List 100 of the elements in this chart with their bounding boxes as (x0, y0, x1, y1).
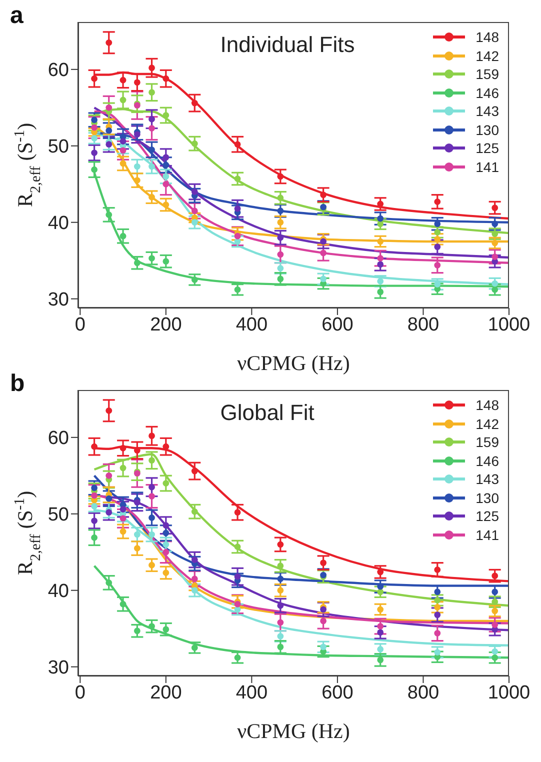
point (234, 544, 241, 550)
point (191, 208, 198, 214)
point (434, 588, 441, 596)
point (162, 480, 170, 486)
point (148, 484, 155, 490)
point (377, 255, 384, 262)
point (377, 623, 384, 630)
point (120, 138, 126, 144)
point (277, 234, 284, 241)
point (377, 288, 384, 296)
chart-title: Global Fit (220, 400, 314, 426)
point (320, 606, 327, 613)
point (134, 131, 140, 138)
point (492, 204, 498, 212)
x-tick-label: 200 (150, 314, 182, 336)
point (162, 75, 170, 82)
point (134, 499, 140, 506)
line-series (93, 453, 509, 607)
legend-label: 148 (476, 397, 499, 414)
point (377, 629, 384, 636)
point (162, 154, 170, 161)
point (277, 576, 284, 582)
legend-label: 141 (476, 526, 499, 543)
point (91, 503, 98, 510)
point (277, 619, 284, 626)
point (191, 468, 198, 474)
point (377, 646, 384, 652)
point (106, 407, 112, 414)
point (91, 534, 98, 541)
point (148, 64, 155, 72)
y-tick-label: 40 (48, 581, 69, 602)
point (134, 545, 140, 552)
point (434, 566, 441, 573)
point (320, 250, 327, 256)
point (91, 124, 98, 131)
point (234, 205, 241, 212)
point (148, 146, 155, 153)
point (320, 560, 327, 566)
point (277, 276, 284, 282)
point (277, 562, 284, 570)
point (377, 200, 384, 208)
point (106, 212, 112, 218)
point (377, 588, 384, 596)
point (134, 531, 140, 538)
point (106, 141, 112, 148)
point (277, 265, 284, 272)
point (234, 238, 241, 245)
point (191, 188, 198, 195)
point (377, 568, 384, 576)
point (191, 576, 198, 582)
legend-label: 125 (476, 140, 499, 156)
chart-title: Individual Fits (220, 32, 355, 58)
point (234, 176, 241, 182)
point (91, 518, 98, 524)
point (377, 238, 384, 245)
point (162, 173, 170, 180)
point (148, 562, 155, 568)
point (120, 506, 126, 512)
legend-label: 148 (476, 29, 499, 46)
point (106, 39, 112, 46)
point (134, 163, 140, 170)
y-tick-label: 50 (48, 504, 69, 526)
point (148, 457, 155, 464)
point (434, 597, 441, 604)
point (148, 531, 155, 538)
point (234, 141, 241, 148)
x-tick-label: 400 (236, 682, 268, 704)
legend-label: 143 (476, 471, 499, 488)
point (234, 606, 241, 613)
point (320, 238, 327, 245)
point (106, 509, 112, 516)
legend-label: 125 (476, 508, 499, 524)
point (434, 229, 441, 236)
point (377, 606, 384, 613)
point (120, 76, 126, 84)
point (191, 508, 198, 515)
y-tick-label: 30 (48, 290, 69, 311)
point (320, 644, 327, 650)
point (492, 654, 498, 661)
y-tick-label: 50 (48, 136, 69, 158)
legend-label: 142 (476, 416, 499, 432)
point (492, 280, 498, 287)
point (120, 444, 126, 452)
legend-label: 142 (476, 48, 499, 64)
x-tick-label: 200 (150, 682, 182, 704)
point (277, 208, 284, 214)
point (492, 648, 498, 655)
x-tick-label: 0 (74, 314, 86, 336)
point (234, 573, 241, 580)
point (91, 492, 98, 499)
legend-label: 130 (476, 490, 499, 506)
point (320, 618, 327, 624)
point (106, 495, 112, 502)
point (148, 116, 155, 122)
legend-label: 146 (476, 84, 499, 101)
point (434, 262, 441, 268)
point (434, 236, 441, 242)
x-tick-label: 400 (236, 314, 268, 336)
point (162, 202, 170, 208)
point (191, 219, 198, 226)
